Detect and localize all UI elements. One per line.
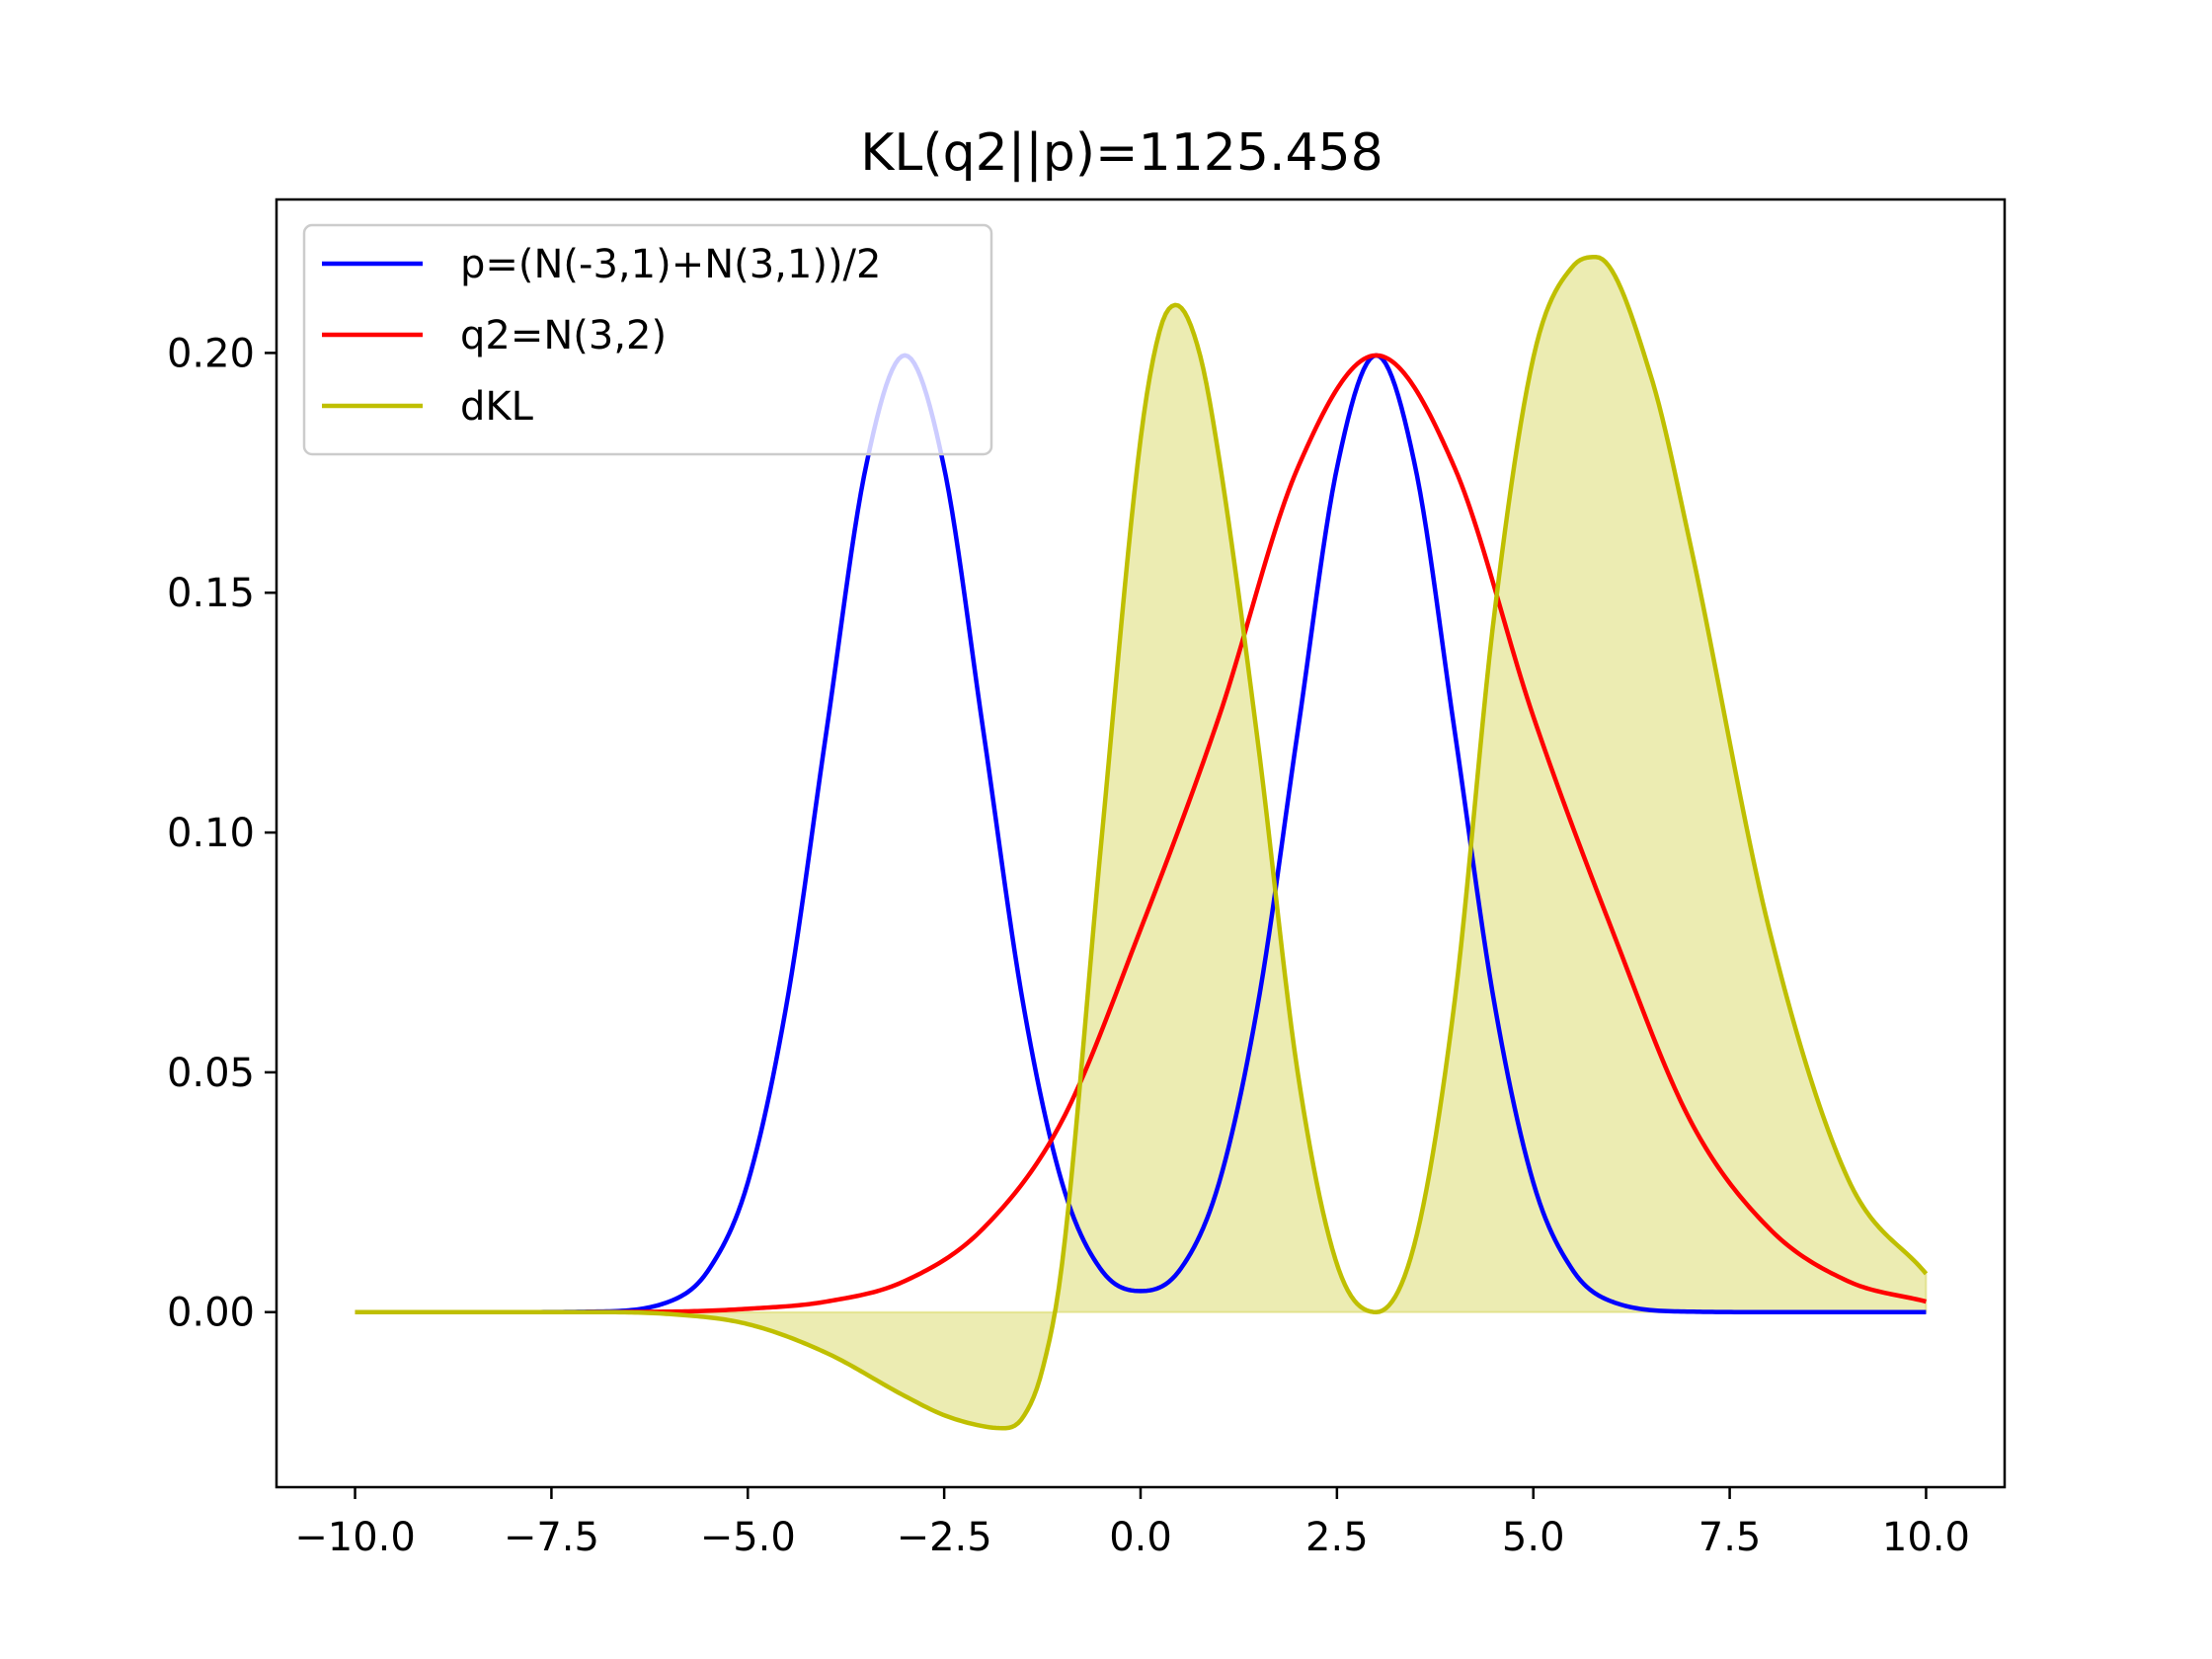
legend-label-1: q2=N(3,2)	[460, 313, 667, 358]
y-tick-label: 0.05	[167, 1051, 255, 1096]
legend: p=(N(-3,1)+N(3,1))/2 q2=N(3,2) dKL	[302, 223, 993, 456]
x-tick-label: −10.0	[294, 1515, 416, 1560]
y-tick-label: 0.00	[167, 1291, 255, 1336]
y-tick-label: 0.20	[167, 331, 255, 376]
y-tick-label: 0.15	[167, 571, 255, 616]
series-layer	[355, 255, 1929, 1431]
series-line-2	[355, 255, 1929, 1431]
y-tick-label: 0.10	[167, 811, 255, 856]
x-tick-label: −5.0	[700, 1515, 796, 1560]
x-tick-label: 7.5	[1698, 1515, 1762, 1560]
x-tick-label: −7.5	[504, 1515, 599, 1560]
x-tick-label: 2.5	[1305, 1515, 1369, 1560]
x-tick-label: 5.0	[1502, 1515, 1565, 1560]
x-axis: −10.0 −7.5 −5.0 −2.5 0.0 2.5 5.0 7.5 10.0	[294, 1487, 1970, 1560]
y-axis: 0.00 0.05 0.10 0.15 0.20	[167, 331, 276, 1336]
legend-box	[302, 223, 993, 456]
x-tick-label: −2.5	[897, 1515, 992, 1560]
x-tick-label: 10.0	[1882, 1515, 1970, 1560]
legend-label-0: p=(N(-3,1)+N(3,1))/2	[460, 242, 881, 287]
legend-label-2: dKL	[460, 384, 534, 430]
chart-title: KL(q2||p)=1125.458	[860, 123, 1382, 183]
x-tick-label: 0.0	[1109, 1515, 1172, 1560]
